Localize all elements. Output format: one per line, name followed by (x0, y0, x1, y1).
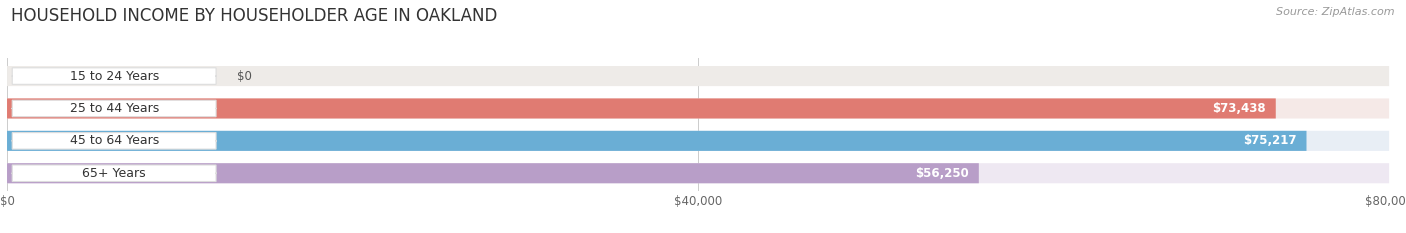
Text: 25 to 44 Years: 25 to 44 Years (69, 102, 159, 115)
Text: 45 to 64 Years: 45 to 64 Years (69, 134, 159, 147)
Text: 15 to 24 Years: 15 to 24 Years (69, 70, 159, 82)
FancyBboxPatch shape (13, 165, 217, 182)
Text: $0: $0 (236, 70, 252, 82)
Text: $75,217: $75,217 (1243, 134, 1296, 147)
FancyBboxPatch shape (7, 163, 979, 183)
FancyBboxPatch shape (13, 68, 217, 84)
Text: $73,438: $73,438 (1212, 102, 1265, 115)
FancyBboxPatch shape (7, 66, 1389, 86)
FancyBboxPatch shape (13, 100, 217, 117)
FancyBboxPatch shape (7, 98, 1275, 119)
FancyBboxPatch shape (7, 163, 1389, 183)
Text: Source: ZipAtlas.com: Source: ZipAtlas.com (1277, 7, 1395, 17)
Text: $56,250: $56,250 (915, 167, 969, 180)
FancyBboxPatch shape (7, 131, 1306, 151)
Text: HOUSEHOLD INCOME BY HOUSEHOLDER AGE IN OAKLAND: HOUSEHOLD INCOME BY HOUSEHOLDER AGE IN O… (11, 7, 498, 25)
Text: 65+ Years: 65+ Years (83, 167, 146, 180)
FancyBboxPatch shape (13, 133, 217, 149)
FancyBboxPatch shape (7, 131, 1389, 151)
FancyBboxPatch shape (7, 98, 1389, 119)
